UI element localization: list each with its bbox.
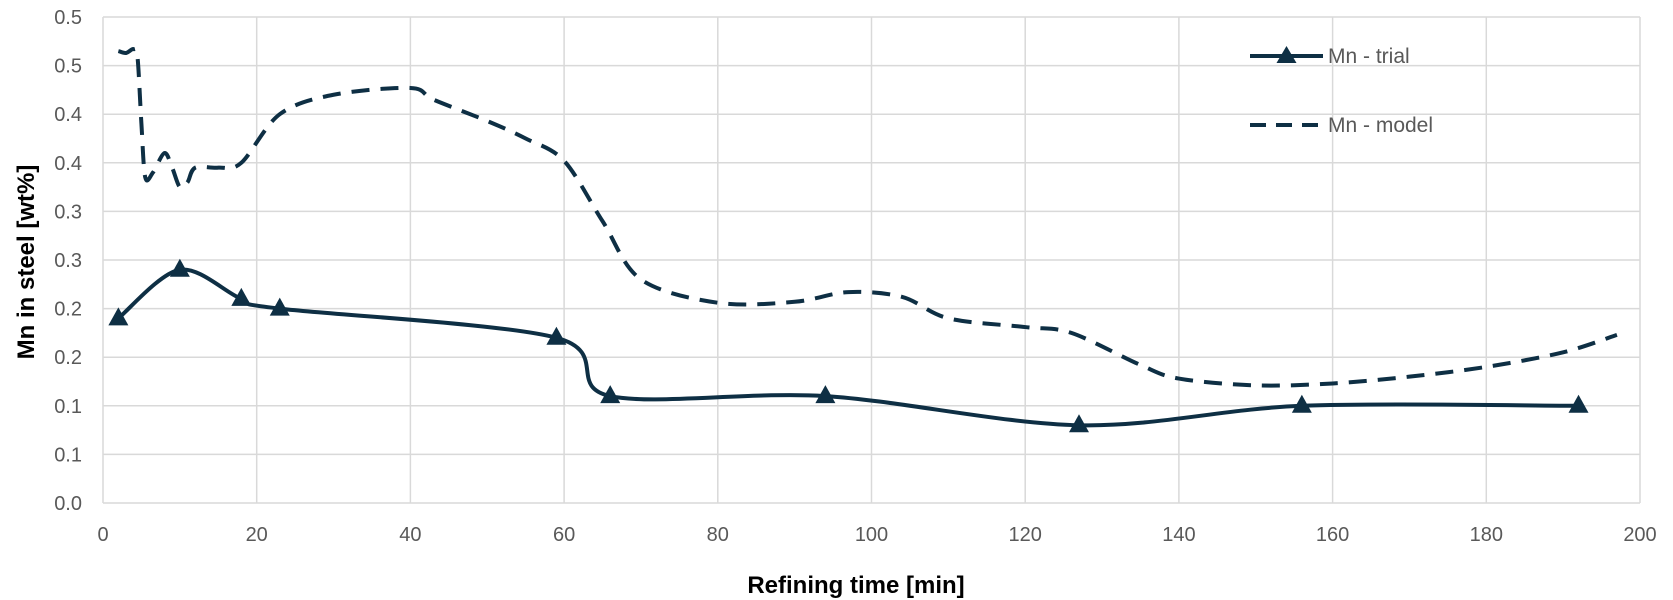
x-axis-tick-labels: 0 20 40 60 80 100 120 140 160 180 200 <box>97 524 1656 546</box>
series-model <box>117 47 1618 388</box>
y-tick-label: 0.2 <box>54 299 82 321</box>
data-point-triangle-marker <box>600 385 621 404</box>
series-trial <box>108 258 1589 433</box>
y-tick-label: 0.4 <box>54 153 82 175</box>
x-tick-label: 20 <box>246 524 268 546</box>
x-tick-label: 200 <box>1623 524 1656 546</box>
x-tick-label: 100 <box>855 524 888 546</box>
y-tick-label: 0.3 <box>54 250 82 272</box>
y-tick-label: 0.2 <box>54 347 82 369</box>
legend-label-trial: Mn - trial <box>1328 45 1410 68</box>
y-tick-label: 0.4 <box>54 104 82 126</box>
legend-item-trial: Mn - trial <box>1250 45 1410 68</box>
gridlines <box>102 16 1641 504</box>
x-tick-label: 60 <box>553 524 575 546</box>
x-tick-label: 0 <box>97 524 108 546</box>
y-tick-label: 0.5 <box>54 56 82 78</box>
data-point-triangle-marker <box>108 307 129 326</box>
x-tick-label: 80 <box>707 524 729 546</box>
data-point-triangle-marker <box>1568 394 1589 413</box>
y-axis-title: Mn in steel [wt%] <box>13 165 40 360</box>
y-axis-tick-labels: 0.0 0.1 0.1 0.2 0.2 0.3 0.3 0.4 0.4 0.5 0.5 <box>54 7 82 515</box>
y-tick-label: 0.1 <box>54 396 82 418</box>
x-tick-label: 180 <box>1470 524 1503 546</box>
y-tick-label: 0.0 <box>54 493 82 515</box>
x-tick-label: 160 <box>1316 524 1349 546</box>
legend-marker-triangle-icon <box>1276 46 1297 63</box>
data-point-triangle-marker <box>546 326 567 345</box>
y-tick-label: 0.5 <box>54 7 82 29</box>
data-point-triangle-marker <box>815 385 836 404</box>
data-point-triangle-marker <box>231 287 252 306</box>
x-tick-label: 40 <box>399 524 421 546</box>
y-tick-label: 0.3 <box>54 201 82 223</box>
x-axis-title: Refining time [min] <box>747 572 964 599</box>
data-point-triangle-marker <box>169 258 190 277</box>
series-layer <box>108 47 1618 433</box>
legend-item-model: Mn - model <box>1250 114 1433 137</box>
series-model-line <box>117 47 1618 388</box>
x-tick-label: 120 <box>1009 524 1042 546</box>
data-point-triangle-marker <box>269 297 290 316</box>
legend: Mn - trial Mn - model <box>1250 45 1433 137</box>
data-point-triangle-marker <box>1291 394 1312 413</box>
y-tick-label: 0.1 <box>54 444 82 466</box>
data-point-triangle-marker <box>1068 414 1089 433</box>
x-tick-label: 140 <box>1162 524 1195 546</box>
legend-label-model: Mn - model <box>1328 114 1433 137</box>
